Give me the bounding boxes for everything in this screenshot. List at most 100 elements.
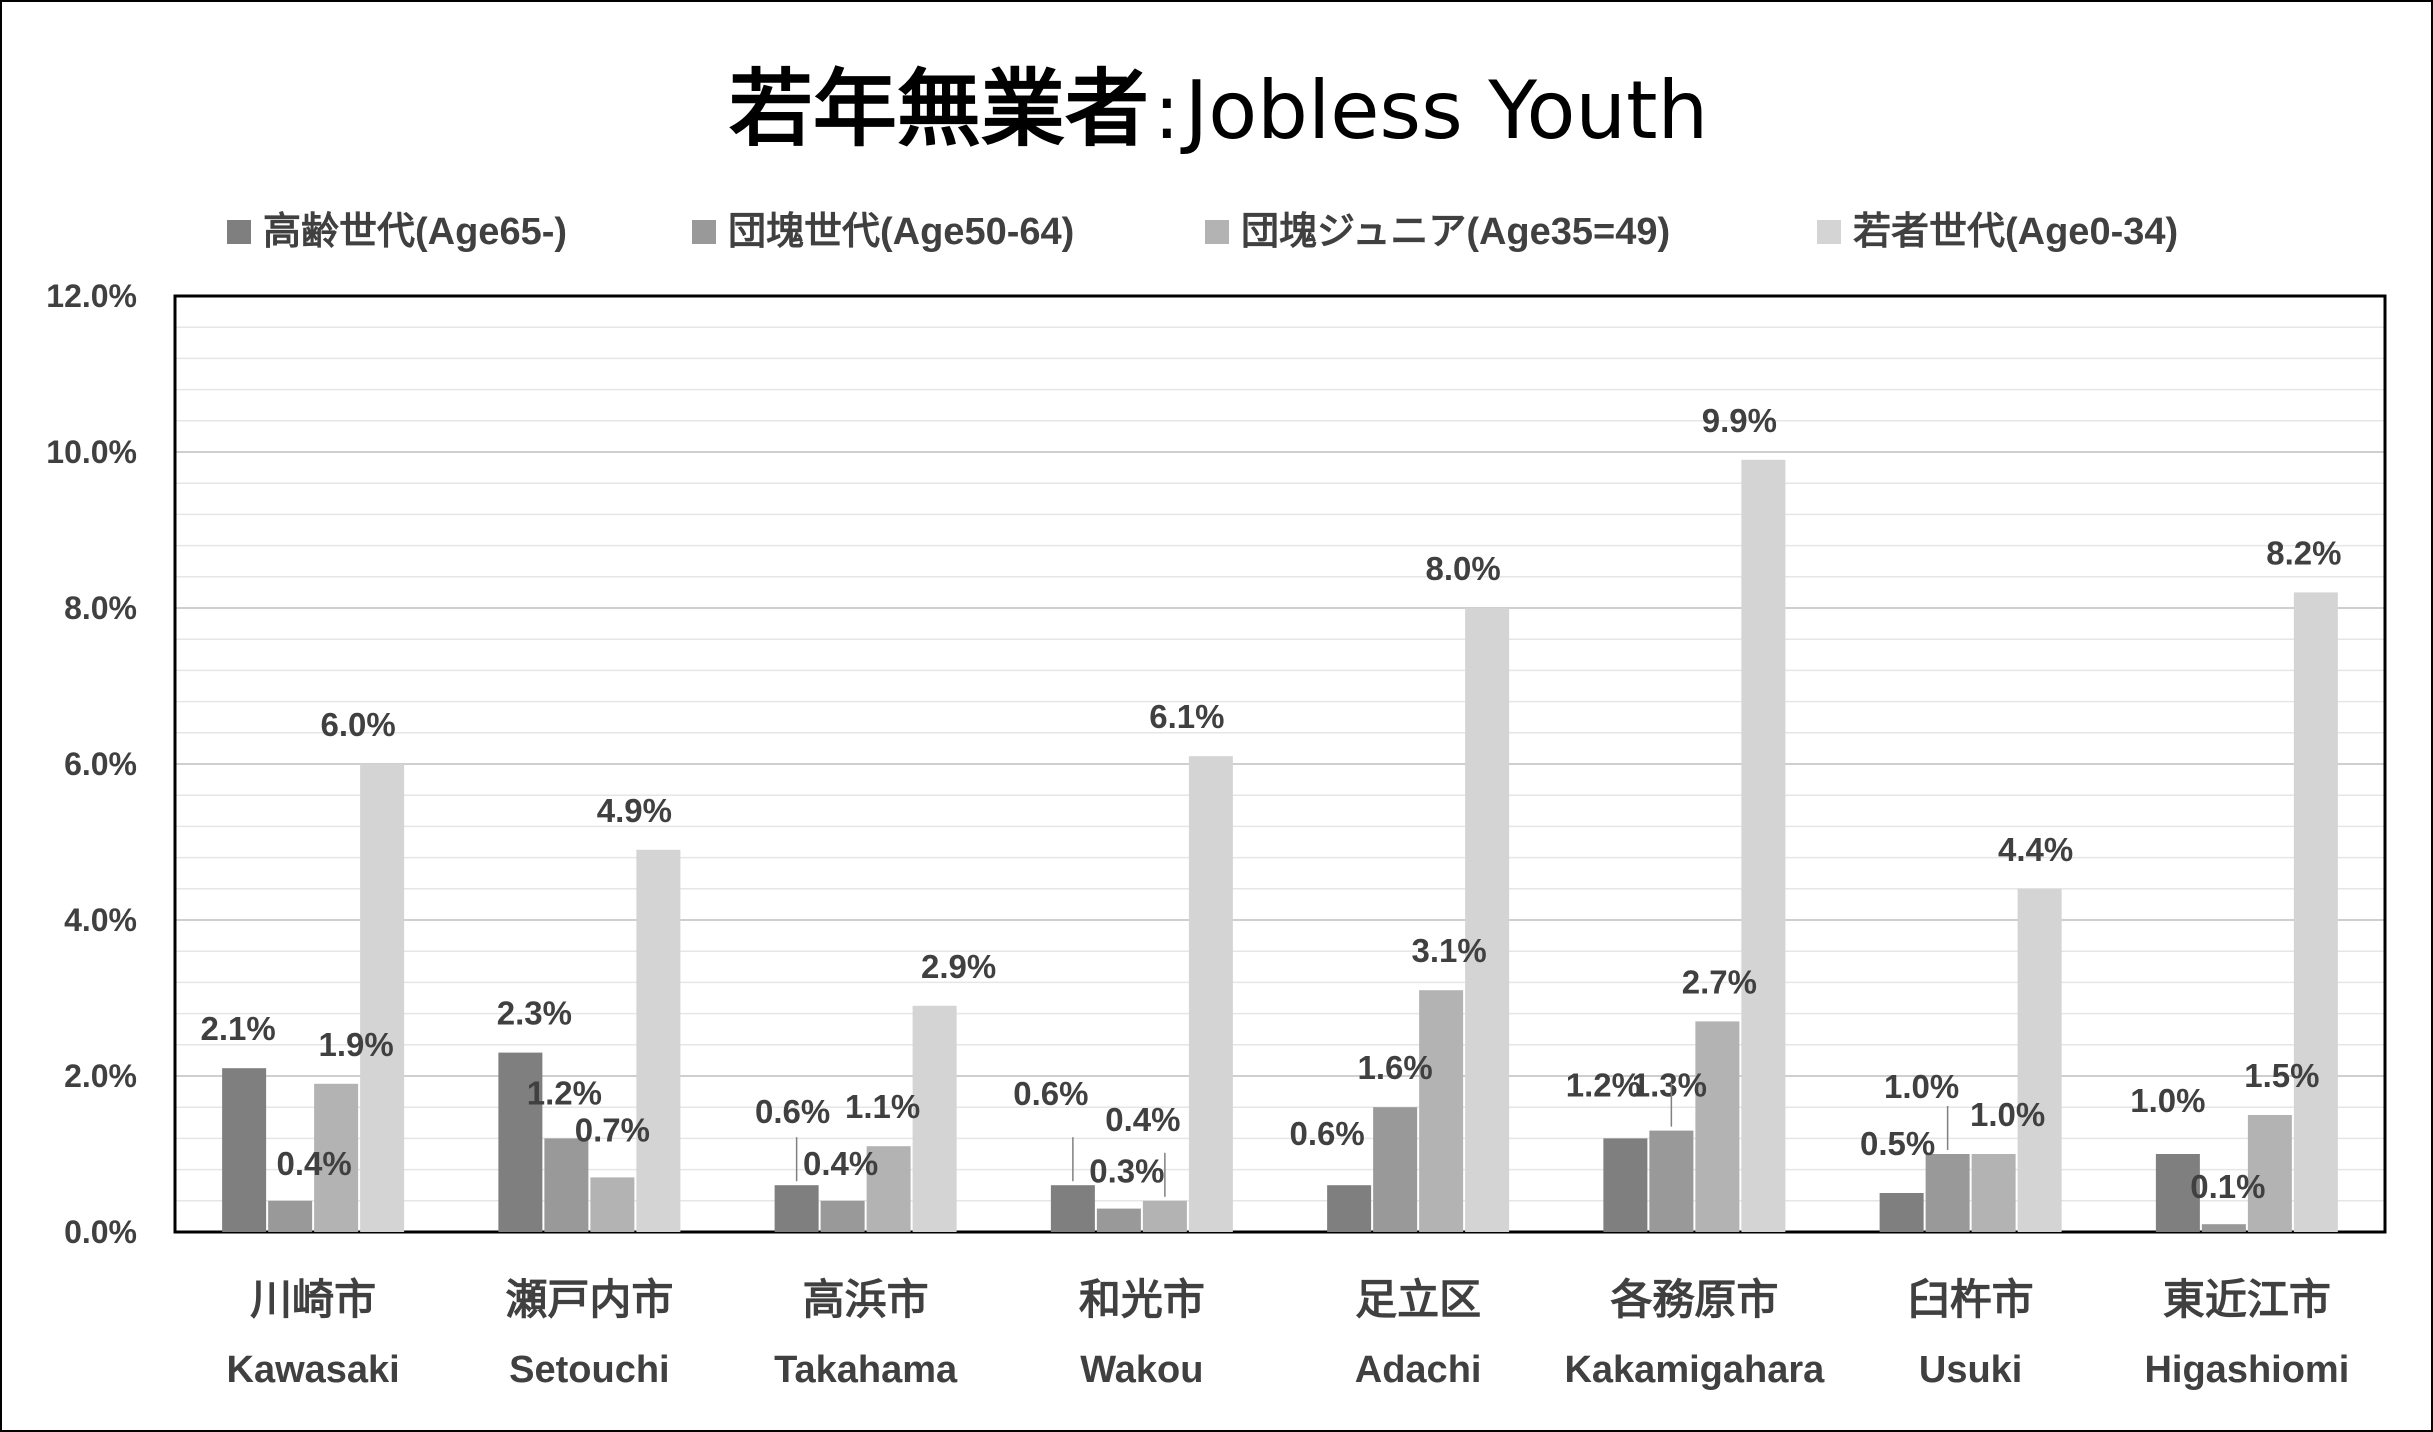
data-label: 3.1% [1412, 932, 1487, 969]
legend-swatch-2 [1205, 220, 1229, 244]
legend-swatch-3 [1817, 220, 1841, 244]
legend-swatch-1 [692, 220, 716, 244]
data-label: 0.1% [2190, 1168, 2265, 1205]
data-label: 0.7% [575, 1111, 650, 1148]
bar-2-7 [2247, 1115, 2292, 1232]
category-label-en: Wakou [1080, 1349, 1203, 1391]
bar-2-3 [1142, 1200, 1187, 1232]
bar-3-4 [1465, 608, 1510, 1232]
bar-3-5 [1741, 459, 1786, 1232]
data-label: 2.1% [201, 1010, 276, 1047]
data-label: 1.9% [319, 1026, 394, 1063]
data-label: 1.0% [2130, 1082, 2205, 1119]
bar-0-7 [2155, 1154, 2200, 1232]
y-tick-label: 8.0% [64, 590, 137, 626]
chart-title: 若年無業者 : Jobless Youth [2, 42, 2433, 163]
category-label-ja: 和光市 [1079, 1276, 1205, 1323]
bar-3-7 [2293, 592, 2338, 1232]
category-label-en: Kakamigahara [1564, 1349, 1825, 1391]
data-label: 1.0% [1884, 1068, 1959, 1105]
bar-1-6 [1925, 1154, 1970, 1232]
data-label: 1.0% [1970, 1096, 2045, 1133]
chart-subtitle: Jobless Youth [1184, 64, 1709, 157]
bar-0-4 [1327, 1185, 1372, 1232]
category-label-ja: 瀬戸内市 [505, 1276, 673, 1323]
data-label: 6.1% [1149, 698, 1224, 735]
y-tick-label: 6.0% [64, 746, 137, 782]
bar-3-1 [636, 849, 681, 1232]
bar-3-0 [360, 764, 405, 1232]
data-label: 6.0% [321, 706, 396, 743]
data-label: 2.7% [1682, 963, 1757, 1000]
data-label: 2.9% [921, 948, 996, 985]
bar-0-1 [498, 1052, 543, 1232]
bar-0-3 [1050, 1185, 1095, 1232]
data-label: 8.0% [1426, 550, 1501, 587]
bar-3-6 [2017, 888, 2062, 1232]
category-label-ja: 高浜市 [803, 1276, 929, 1323]
legend-swatch-0 [227, 220, 251, 244]
category-label-ja: 東近江市 [2163, 1276, 2331, 1323]
y-tick-label: 2.0% [64, 1058, 137, 1094]
bar-1-0 [268, 1200, 313, 1232]
data-label: 0.6% [1290, 1115, 1365, 1152]
data-label: 1.6% [1358, 1049, 1433, 1086]
bar-1-3 [1096, 1208, 1141, 1232]
y-tick-label: 0.0% [64, 1214, 137, 1250]
bar-2-2 [866, 1146, 911, 1232]
bar-2-1 [590, 1177, 635, 1232]
category-label-en: Usuki [1919, 1349, 2022, 1391]
chart-title-separator: : [1153, 67, 1180, 156]
category-label-ja: 足立区 [1355, 1276, 1481, 1323]
legend-label-0: 高齢世代(Age65-) [263, 211, 567, 253]
bar-1-5 [1649, 1130, 1694, 1232]
data-label: 9.9% [1702, 402, 1777, 439]
data-label: 1.1% [845, 1088, 920, 1125]
bar-2-4 [1419, 990, 1464, 1232]
data-label: 1.3% [1632, 1067, 1707, 1104]
data-label: 0.5% [1860, 1125, 1935, 1162]
category-label-ja: 臼杵市 [1908, 1276, 2034, 1323]
legend-label-3: 若者世代(Age0-34) [1853, 211, 2178, 253]
data-label: 1.5% [2244, 1057, 2319, 1094]
legend-label-2: 団塊ジュニア(Age35=49) [1241, 211, 1670, 253]
bar-0-5 [1603, 1138, 1648, 1232]
category-label-en: Adachi [1355, 1349, 1482, 1391]
y-tick-label: 4.0% [64, 902, 137, 938]
data-label: 0.6% [1013, 1075, 1088, 1112]
chart-title-ja: 若年無業者 [728, 60, 1149, 158]
data-label: 1.2% [1566, 1066, 1641, 1103]
data-label: 0.4% [1105, 1101, 1180, 1138]
data-label: 8.2% [2266, 534, 2341, 571]
bar-0-6 [1879, 1193, 1924, 1232]
data-label: 0.6% [755, 1093, 830, 1130]
bar-1-1 [544, 1138, 589, 1232]
bar-1-7 [2201, 1224, 2246, 1232]
bar-0-2 [774, 1185, 819, 1232]
bar-0-0 [222, 1068, 267, 1232]
category-label-ja: 各務原市 [1610, 1276, 1778, 1323]
y-tick-label: 10.0% [46, 434, 137, 470]
plot-border [173, 294, 2387, 1234]
data-label: 0.4% [277, 1145, 352, 1182]
legend-label-1: 団塊世代(Age50-64) [728, 211, 1074, 253]
category-label-en: Takahama [774, 1349, 958, 1391]
bar-2-5 [1695, 1021, 1740, 1232]
data-label: 2.3% [497, 995, 572, 1032]
bar-3-3 [1188, 756, 1233, 1232]
bar-1-4 [1373, 1107, 1418, 1232]
data-label: 4.4% [1998, 831, 2073, 868]
data-label: 1.2% [527, 1074, 602, 1111]
category-label-en: Setouchi [509, 1349, 669, 1391]
category-label-en: Kawasaki [227, 1349, 400, 1391]
bar-3-2 [912, 1005, 957, 1232]
y-tick-label: 12.0% [46, 278, 137, 314]
data-label: 4.9% [597, 792, 672, 829]
data-label: 0.4% [803, 1145, 878, 1182]
category-label-en: Higashiomi [2144, 1349, 2349, 1391]
bar-1-2 [820, 1200, 865, 1232]
bar-2-0 [314, 1083, 359, 1232]
category-label-ja: 川崎市 [250, 1276, 376, 1323]
